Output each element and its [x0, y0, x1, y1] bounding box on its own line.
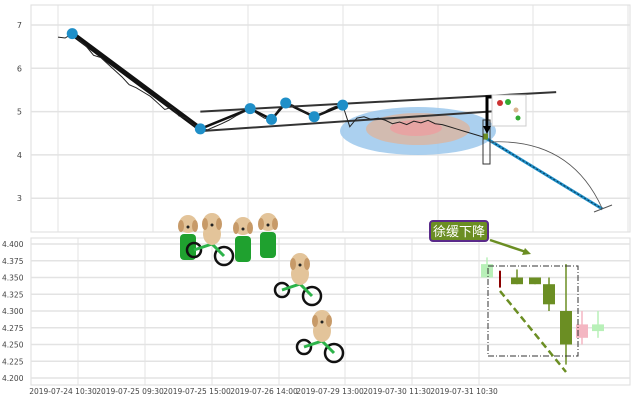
candle-body: [499, 270, 501, 288]
y-tick-label: 4: [17, 151, 22, 160]
x-tick-label: 2019-07-26 14:00: [230, 387, 298, 396]
x-tick-label: 2019-07-25 09:30: [96, 387, 164, 396]
thumbnail-dot: [515, 115, 521, 121]
thumbnail-dot: [497, 100, 503, 106]
dog-nose-icon: [298, 263, 302, 267]
dog-body-icon: [235, 236, 251, 262]
dog-nose-icon: [266, 223, 270, 227]
dog-ear-icon: [178, 220, 184, 232]
dog-nose-icon: [210, 223, 214, 227]
candle-body: [529, 277, 541, 285]
candle-body: [592, 324, 604, 332]
candle-body: [511, 277, 523, 285]
end-marker: [483, 133, 488, 140]
dog-body-icon: [260, 232, 276, 258]
decline-dashed-line: [499, 290, 567, 373]
y-tick-label: 4.400: [2, 240, 24, 249]
dog-ear-icon: [247, 222, 253, 234]
pivot-point: [66, 28, 78, 40]
candle-body: [576, 324, 588, 338]
thumbnail-dot: [505, 99, 511, 105]
y-tick-label: 6: [17, 64, 22, 73]
thumbnail-dot: [513, 107, 519, 113]
dog-ear-icon: [202, 218, 208, 230]
bicycle-wheel-icon: [323, 342, 345, 364]
dog-ear-icon: [216, 218, 222, 230]
top-panel: [30, 4, 631, 233]
candle-body: [543, 284, 555, 305]
annotation-arrowhead: [522, 248, 531, 255]
y-tick-label: 4.275: [2, 324, 24, 333]
pivot-point: [244, 103, 256, 115]
zigzag-segment: [70, 31, 202, 131]
y-tick-label: 5: [17, 108, 22, 117]
bicycle-wheel-icon: [273, 281, 291, 299]
zigzag-segment: [199, 107, 251, 131]
annotation-arrow: [489, 238, 527, 254]
y-tick-label: 4.225: [2, 357, 24, 366]
y-tick-label: 4.200: [2, 374, 24, 383]
x-tick-label: 2019-07-31 10:30: [430, 387, 498, 396]
target-tick: [593, 204, 613, 213]
bicycle-wheel-icon: [213, 245, 235, 267]
y-tick-label: 7: [17, 21, 22, 30]
projection-arc: [489, 141, 603, 209]
bicycle-wheel-icon: [185, 241, 203, 259]
pivot-point: [194, 123, 206, 135]
dog-ear-icon: [326, 315, 332, 327]
pivot-point: [266, 113, 277, 125]
dog-nose-icon: [320, 320, 324, 324]
pivot-point: [337, 99, 349, 111]
dog-ear-icon: [258, 218, 264, 230]
candle-body: [481, 264, 493, 278]
projection-line-dash: [484, 137, 603, 210]
dog-ear-icon: [312, 315, 318, 327]
pivot-point: [308, 111, 320, 123]
pivot-point: [280, 97, 292, 109]
zone-inner-ellipse: [390, 120, 442, 136]
dog-ear-icon: [272, 218, 278, 230]
dashed-range-box: [487, 265, 579, 357]
annotation-box: [429, 220, 489, 242]
dog-nose-icon: [186, 225, 190, 229]
dog-ear-icon: [304, 258, 310, 270]
dog-ear-icon: [192, 220, 198, 232]
y-tick-label: 3: [17, 194, 22, 203]
dog-ear-icon: [233, 222, 239, 234]
y-tick-label: 4.300: [2, 307, 24, 316]
y-tick-label: 4.250: [2, 341, 24, 350]
x-tick-label: 2019-07-24 10:30: [29, 387, 97, 396]
x-tick-label: 2019-07-30 11:30: [363, 387, 431, 396]
dog-ear-icon: [290, 258, 296, 270]
down-arrow-icon: [485, 95, 493, 128]
trendline: [200, 108, 521, 133]
candle-body: [560, 311, 572, 345]
bicycle-wheel-icon: [295, 338, 313, 356]
x-tick-label: 2019-07-29 13:00: [296, 387, 364, 396]
annotation-text: 徐缓下降: [433, 225, 485, 240]
bicycle-wheel-icon: [301, 285, 323, 307]
y-tick-label: 4.350: [2, 274, 24, 283]
arrow-head: [483, 126, 491, 134]
y-tick-label: 4.325: [2, 290, 24, 299]
x-tick-label: 2019-07-25 15:00: [163, 387, 231, 396]
dog-nose-icon: [241, 227, 245, 231]
y-tick-label: 4.375: [2, 257, 24, 266]
